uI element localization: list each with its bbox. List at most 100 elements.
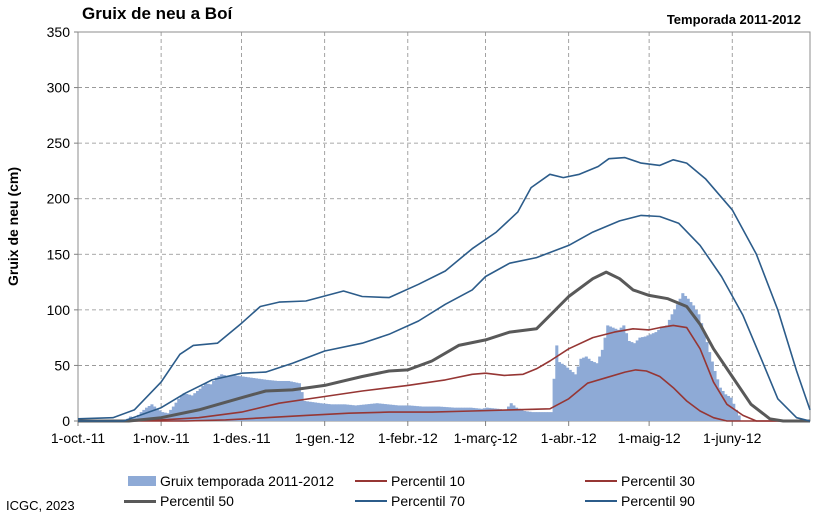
snow-depth-bar (402, 405, 406, 421)
snow-depth-bar (641, 337, 645, 421)
snow-depth-bar (705, 342, 709, 421)
snow-depth-bar (284, 380, 288, 421)
snow-depth-bar (244, 376, 248, 421)
snow-depth-bar (448, 407, 452, 421)
snow-depth-bar (525, 411, 529, 421)
legend-label-p70: Percentil 70 (391, 493, 465, 509)
snow-depth-bar (627, 340, 631, 421)
season-label: Temporada 2011-2012 (666, 12, 801, 27)
snow-depth-bar (322, 403, 326, 421)
snow-depth-bar (308, 401, 312, 421)
snow-depth-bar (271, 380, 275, 421)
snow-depth-bar (608, 326, 612, 421)
legend-item-p90: Percentil 90 (585, 493, 695, 509)
snow-depth-bar (324, 403, 328, 421)
snow-depth-bar (147, 406, 151, 421)
x-tick-label: 1-març-12 (454, 430, 518, 446)
snow-depth-bar (335, 404, 339, 421)
snow-depth-bar (603, 337, 607, 421)
snow-depth-bar (576, 366, 580, 421)
snow-depth-bar (600, 349, 604, 421)
x-tick-label: 1-gen.-12 (295, 430, 355, 446)
snow-depth-bar (300, 392, 304, 421)
series-line-p70 (78, 214, 811, 422)
snow-depth-bar (155, 408, 159, 421)
snow-depth-bar (305, 401, 309, 421)
snow-depth-bar (429, 406, 433, 421)
y-tick-label: 250 (47, 135, 71, 151)
series-line-p30 (77, 324, 810, 422)
snow-depth-bar (646, 335, 650, 421)
snow-depth-bar (732, 403, 736, 421)
snow-depth-bar (139, 412, 143, 421)
snow-depth-bar (616, 329, 621, 421)
snow-depth-bar (249, 377, 253, 421)
snow-depth-bar (212, 380, 216, 421)
snow-depth-bar (397, 405, 401, 421)
snow-depth-bar (598, 356, 602, 421)
snow-depth-bar (710, 361, 714, 421)
snow-depth-bar (662, 326, 666, 421)
snow-depth-bar (418, 406, 422, 421)
snow-depth-bar (624, 333, 629, 421)
snow-depth-bar (560, 363, 564, 421)
x-tick-label: 1-juny-12 (703, 430, 762, 446)
y-tick-label: 200 (47, 191, 71, 207)
snow-depth-bar (718, 387, 722, 421)
legend-label-p90: Percentil 90 (621, 493, 695, 509)
snow-depth-bar (206, 383, 210, 421)
snow-depth-bar (338, 404, 342, 421)
snow-depth-bar (496, 408, 500, 421)
snow-depth-bar (273, 380, 277, 421)
snow-depth-bar (606, 325, 610, 421)
snow-depth-bar (276, 380, 280, 421)
snow-depth-bar (633, 343, 637, 421)
snow-depth-bar (689, 302, 693, 421)
snow-depth-bar (595, 363, 599, 421)
x-tick-label: 1-febr.-12 (378, 430, 438, 446)
snow-depth-bar (574, 374, 578, 421)
snow-depth-bar (643, 336, 647, 421)
snow-depth-bar (410, 405, 414, 421)
legend-label-p30: Percentil 30 (621, 473, 695, 489)
snow-depth-bar (737, 415, 741, 421)
snow-depth-bar (439, 406, 444, 421)
legend-swatch-p90 (585, 500, 617, 502)
snow-depth-bar (254, 378, 259, 421)
snow-depth-bar (313, 402, 318, 421)
snow-depth-bar (724, 394, 728, 421)
snow-depth-bar (568, 369, 572, 421)
x-tick-label: 1-abr.-12 (541, 430, 597, 446)
snow-depth-bar (222, 375, 226, 421)
snow-depth-bar (649, 334, 653, 421)
snow-depth-bar (651, 333, 655, 421)
snow-depth-bar (488, 407, 492, 421)
snow-depth-bar (592, 362, 596, 421)
snow-depth-bar (179, 395, 183, 421)
snow-depth-bar (204, 383, 208, 421)
snow-depth-bar (316, 402, 320, 421)
snow-depth-bar (547, 412, 551, 421)
snow-depth-bar (327, 404, 331, 421)
snow-depth-bar (702, 332, 706, 421)
snow-depth-bar (683, 295, 688, 421)
snow-depth-bar (692, 305, 696, 421)
legend-label-p50: Percentil 50 (160, 493, 234, 509)
snow-depth-bar (153, 406, 157, 421)
chart-title: Gruix de neu a Boí (82, 4, 233, 23)
snow-depth-bar (485, 407, 489, 421)
snow-depth-bar (394, 405, 398, 421)
snow-depth-bar (442, 406, 446, 421)
snow-depth-bar (477, 408, 481, 421)
credit-label: ICGC, 2023 (6, 498, 75, 513)
x-tick-label: 1-oct.-11 (51, 430, 105, 446)
y-tick-label: 50 (54, 357, 70, 373)
snow-depth-bar (678, 298, 682, 421)
snow-depth-bar (407, 405, 411, 421)
snow-depth-bar (498, 409, 503, 421)
snow-depth-bar (708, 352, 712, 421)
snow-depth-bar (230, 375, 234, 421)
snow-depth-bar (566, 367, 570, 421)
snow-depth-bar (619, 327, 623, 421)
snow-depth-bar (531, 412, 535, 421)
